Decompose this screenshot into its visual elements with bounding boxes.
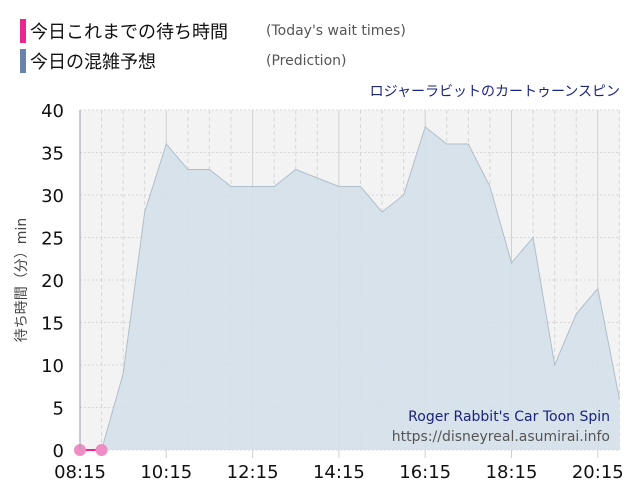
axes: 0 5 10 15 20 25 30 35 40 08:15 10:15 12:15 14:15 16:1…	[41, 101, 624, 483]
x-tick-label: 18:15	[486, 462, 538, 483]
y-tick-label: 40	[41, 101, 64, 122]
x-tick-label: 12:15	[227, 462, 279, 483]
y-axis-label: 待ち時間（分）min	[14, 218, 30, 342]
legend-label-en: (Prediction)	[266, 53, 347, 69]
prediction-area	[80, 127, 620, 450]
x-tick-label: 20:15	[572, 462, 624, 483]
legend-label-jp: 今日の混雑予想	[30, 52, 156, 73]
legend-item-prediction: 今日の混雑予想 (Prediction)	[20, 48, 346, 74]
chart-marks	[74, 126, 620, 456]
x-tick-label: 10:15	[140, 462, 192, 483]
y-tick-label: 15	[41, 314, 64, 335]
x-tick-label: 14:15	[313, 462, 365, 483]
y-tick-label: 0	[53, 441, 64, 462]
legend-label-jp: 今日これまでの待ち時間	[30, 22, 228, 43]
y-tick-label: 35	[41, 144, 64, 165]
y-tick-label: 10	[41, 356, 64, 377]
legend-swatch-prediction	[20, 49, 26, 73]
y-tick-label: 30	[41, 186, 64, 207]
ride-name-jp: ロジャーラビットのカートゥーンスピン	[369, 84, 620, 100]
today-point	[95, 444, 108, 456]
legend-swatch-today	[20, 19, 26, 43]
watermark-url: https://disneyreal.asumirai.info	[392, 429, 610, 445]
legend-label-en: (Today's wait times)	[266, 23, 406, 39]
y-tick-label: 25	[41, 229, 64, 250]
x-tick-label: 08:15	[54, 462, 106, 483]
x-tick-label: 16:15	[399, 462, 451, 483]
prediction-line	[80, 126, 620, 451]
y-tick-label: 5	[53, 399, 64, 420]
watermark-ride-name: Roger Rabbit's Car Toon Spin	[408, 409, 610, 425]
y-tick-label: 20	[41, 271, 64, 292]
legend-item-today: 今日これまでの待ち時間 (Today's wait times)	[20, 18, 406, 44]
